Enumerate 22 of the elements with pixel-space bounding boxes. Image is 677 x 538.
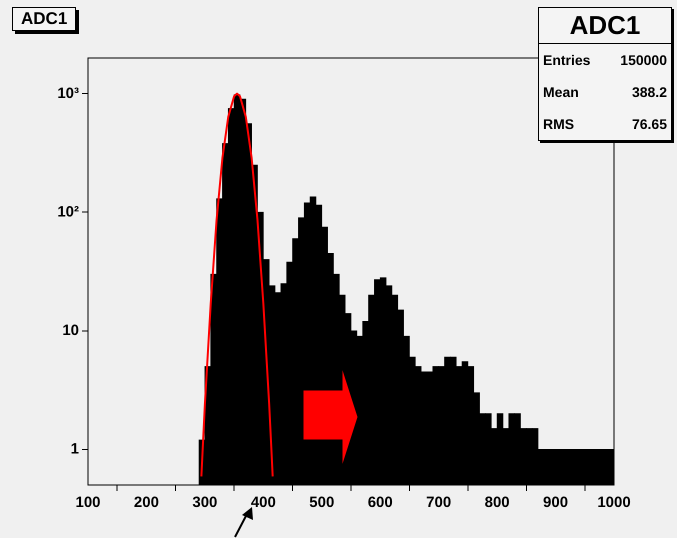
y-tick-label: 1 [70,440,79,458]
x-tick-label: 700 [426,494,452,512]
x-tick-label: 300 [192,494,218,512]
x-tick-label: 1000 [597,494,631,512]
text: 388.2 [632,84,667,100]
x-tick-label: 800 [484,494,510,512]
x-tick-label: 100 [75,494,101,512]
annotation: Mean [543,84,579,100]
y-tick-label: 10 [62,322,79,339]
y-tick-label: 10² [57,203,79,220]
x-tick-label: 900 [543,494,568,512]
x-tick-label: 400 [250,494,276,512]
x-tick-label: 600 [368,494,393,512]
annotation: RMS [543,116,574,132]
text: 150000 [620,52,667,68]
annotation: Entries [543,52,590,68]
chart-title: ADC1 [12,7,76,31]
y-tick-label: 10³ [57,84,79,102]
x-tick-label: 200 [134,494,159,512]
text: ADC1 [539,8,671,44]
x-tick-label: 500 [309,494,334,512]
text: 76.65 [632,116,667,132]
